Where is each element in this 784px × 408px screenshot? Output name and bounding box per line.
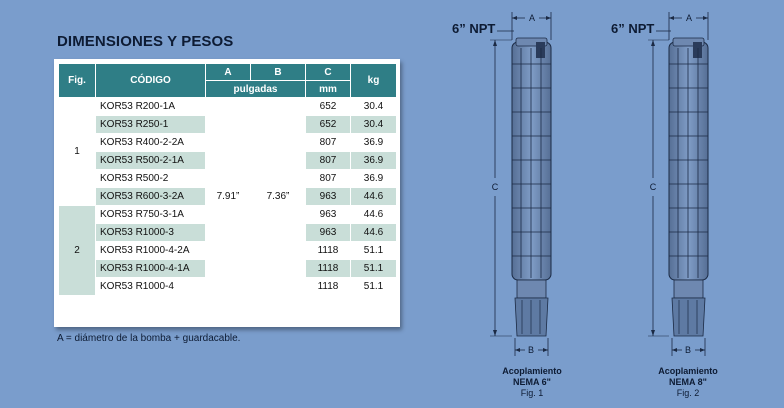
code-cell: KOR53 R750-3-1A <box>95 205 206 224</box>
kg-cell: 36.9 <box>350 151 397 170</box>
a-value-cell: 7.91” <box>205 97 251 296</box>
kg-cell: 36.9 <box>350 169 397 188</box>
dim-b-fig2: B <box>685 345 691 355</box>
table-footnote: A = diámetro de la bomba + guardacable. <box>57 333 241 344</box>
header-mm: mm <box>305 80 351 98</box>
c-cell: 1118 <box>305 241 351 260</box>
caption-fig2-line2: NEMA 8" <box>669 377 707 387</box>
kg-cell: 36.9 <box>350 133 397 152</box>
header-b: B <box>250 63 306 81</box>
npt-label-fig2: 6” NPT <box>611 21 655 36</box>
page-title: DIMENSIONES Y PESOS <box>57 33 234 50</box>
header-a: A <box>205 63 251 81</box>
caption-fig1-line3: Fig. 1 <box>520 388 544 398</box>
dim-c-fig1: C <box>492 182 499 192</box>
table-row: 2 KOR53 R750-3-1A 963 44.6 <box>58 205 397 296</box>
caption-fig2: Acoplamiento NEMA 8" Fig. 2 <box>643 366 733 399</box>
code-cell: KOR53 R500-2 <box>95 169 206 188</box>
caption-fig2-line3: Fig. 2 <box>676 388 700 398</box>
table-row: KOR53 R1000-4 1118 51.1 <box>59 277 397 296</box>
table-row: KOR53 R500-2 807 36.9 <box>59 169 397 188</box>
c-cell: 963 <box>305 205 351 224</box>
b-value-cell: 7.36” <box>250 97 306 296</box>
table-row: KOR53 R600-3-2A 963 44.6 <box>59 187 397 206</box>
caption-fig2-line1: Acoplamiento <box>658 366 718 376</box>
kg-cell: 51.1 <box>350 259 397 278</box>
c-cell: 807 <box>305 169 351 188</box>
dimensions-table-card: Fig. CÓDIGO A B C kg pulgadas mm 1 KOR53… <box>54 59 400 327</box>
dimensions-table: Fig. CÓDIGO A B C kg pulgadas mm 1 KOR53… <box>58 63 397 296</box>
caption-fig1-line2: NEMA 6" <box>513 377 551 387</box>
table-row: 1 KOR53 R200-1A 7.91” 7.36” 652 30.4 <box>58 97 397 296</box>
c-cell: 1118 <box>305 277 351 296</box>
dim-a-fig2: A <box>686 13 692 23</box>
table-row: KOR53 R400-2-2A 807 36.9 <box>59 133 397 152</box>
header-codigo: CÓDIGO <box>95 63 206 98</box>
table-row: KOR53 R1000-4-2A 1118 51.1 <box>59 241 397 260</box>
fig-cell: 1 <box>58 97 96 206</box>
code-cell: KOR53 R1000-4-1A <box>95 259 206 278</box>
header-fig: Fig. <box>58 63 96 98</box>
kg-cell: 51.1 <box>350 277 397 296</box>
kg-cell: 44.6 <box>350 223 397 242</box>
dim-a-fig1: A <box>529 13 535 23</box>
pump-fig2 <box>648 12 709 356</box>
code-cell: KOR53 R1000-4 <box>95 277 206 296</box>
c-cell: 807 <box>305 133 351 152</box>
pump-fig1 <box>490 12 552 356</box>
caption-fig1: Acoplamiento NEMA 6" Fig. 1 <box>487 366 577 399</box>
npt-label-fig1: 6” NPT <box>452 21 496 36</box>
dim-b-fig1: B <box>528 345 534 355</box>
kg-cell: 51.1 <box>350 241 397 260</box>
code-cell: KOR53 R250-1 <box>95 115 206 134</box>
code-cell: KOR53 R200-1A <box>95 97 206 116</box>
c-cell: 807 <box>305 151 351 170</box>
dim-c-fig2: C <box>650 182 657 192</box>
code-cell: KOR53 R1000-4-2A <box>95 241 206 260</box>
caption-fig1-line1: Acoplamiento <box>502 366 562 376</box>
table-row: KOR53 R1000-4-1A 1118 51.1 <box>59 259 397 278</box>
